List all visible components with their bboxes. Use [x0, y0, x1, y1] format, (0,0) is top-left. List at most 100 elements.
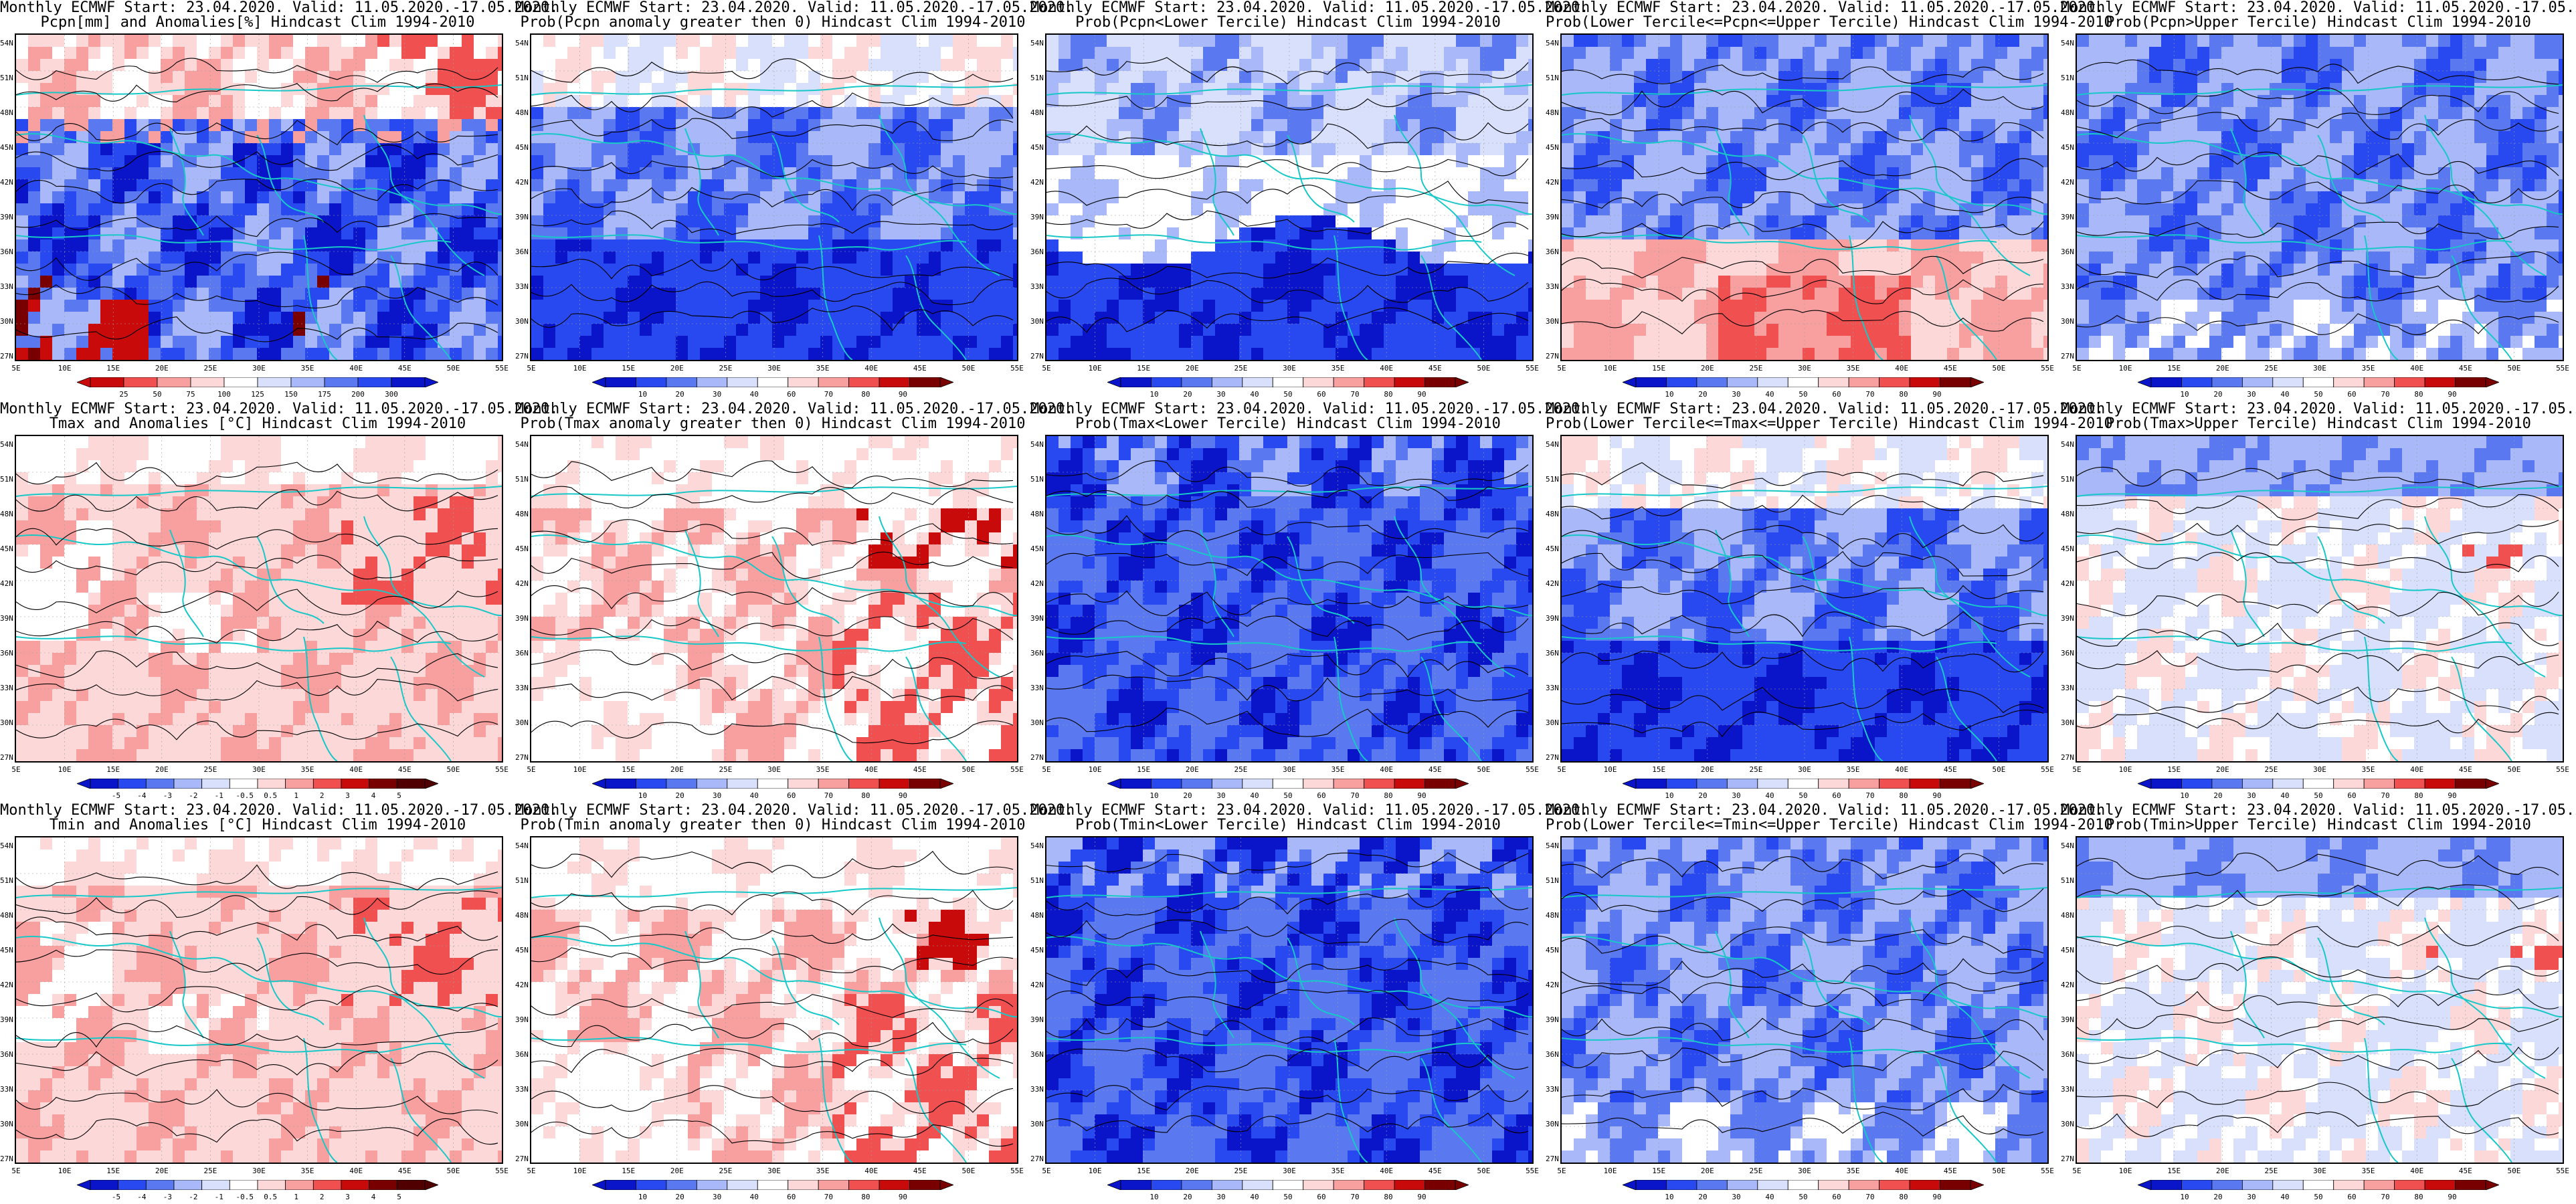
- lat-tick-label: 33N: [1030, 282, 1044, 291]
- map-field: [16, 35, 502, 360]
- lon-tick-label: 30E: [1798, 765, 1811, 774]
- colorbar-tick-label: 10: [1149, 1193, 1159, 1201]
- lon-tick-label: 30E: [1283, 765, 1296, 774]
- colorbar-tick-label: 70: [1350, 1193, 1360, 1201]
- colorbar-tick-label: 5: [397, 791, 401, 800]
- lat-tick-label: 48N: [515, 108, 529, 117]
- lat-tick-label: 39N: [515, 1015, 529, 1024]
- colorbar-tick-label: 20: [2213, 390, 2223, 399]
- lat-tick-label: 30N: [515, 317, 529, 326]
- lon-tick-label: 5E: [527, 364, 536, 373]
- panel-title-line2: Prob(Lower Tercile<=Tmin<=Upper Tercile)…: [1546, 817, 2113, 833]
- lat-tick-label: 54N: [1030, 39, 1044, 47]
- panel-title-line1: Monthly ECMWF Start: 23.04.2020. Valid: …: [1030, 0, 1589, 16]
- colorbar-tick-label: 30: [1216, 390, 1226, 399]
- lat-tick-label: 30N: [1546, 317, 1559, 326]
- lat-tick-label: 39N: [0, 614, 13, 623]
- colorbar-tick-label: 3: [345, 1193, 350, 1201]
- lon-tick-label: 20E: [155, 364, 169, 373]
- lon-tick-label: 55E: [1526, 364, 1539, 373]
- lat-tick-label: 27N: [0, 352, 13, 361]
- lat-tick-label: 27N: [515, 352, 529, 361]
- lat-tick-label: 36N: [0, 1050, 13, 1059]
- lat-tick-label: 42N: [1546, 981, 1559, 989]
- lon-tick-label: 25E: [1749, 765, 1763, 774]
- lat-tick-label: 51N: [2061, 74, 2074, 82]
- map-panel: Monthly ECMWF Start: 23.04.2020. Valid: …: [1030, 803, 1588, 1204]
- colorbar-tick-label: -0.5: [236, 791, 254, 800]
- lat-tick-label: 54N: [1546, 841, 1559, 850]
- colorbar-tick-label: 30: [1732, 1193, 1741, 1201]
- lat-tick-label: 30N: [1546, 1120, 1559, 1128]
- map-field: [531, 35, 1017, 360]
- lon-tick-label: 40E: [864, 765, 879, 774]
- lat-tick-label: 42N: [1030, 579, 1044, 588]
- lat-tick-label: 39N: [0, 1015, 13, 1024]
- panel-title-line1: Monthly ECMWF Start: 23.04.2020. Valid: …: [0, 802, 559, 819]
- colorbar: [592, 779, 953, 789]
- lon-tick-label: 15E: [1137, 1167, 1151, 1175]
- lat-tick-label: 51N: [1546, 876, 1559, 885]
- lat-tick-label: 54N: [515, 841, 529, 850]
- lat-tick-label: 27N: [0, 753, 13, 762]
- lon-tick-label: 30E: [2313, 765, 2326, 774]
- lon-tick-label: 40E: [864, 364, 879, 373]
- lon-tick-label: 20E: [1185, 765, 1199, 774]
- colorbar-tick-label: 60: [2347, 390, 2357, 399]
- colorbar-tick-label: 40: [2280, 390, 2290, 399]
- lon-tick-label: 10E: [58, 364, 72, 373]
- lon-tick-label: 25E: [719, 765, 733, 774]
- map-panel: Monthly ECMWF Start: 23.04.2020. Valid: …: [515, 803, 1073, 1204]
- colorbar-tick-label: 90: [1932, 390, 1942, 399]
- lat-tick-label: 39N: [2061, 213, 2074, 221]
- colorbar-tick-label: 30: [713, 390, 722, 399]
- lat-tick-label: 42N: [1030, 178, 1044, 187]
- lon-tick-label: 45E: [2458, 1167, 2472, 1175]
- panel-title-line1: Monthly ECMWF Start: 23.04.2020. Valid: …: [1546, 802, 2104, 819]
- colorbar-tick-label: 20: [1183, 791, 1192, 800]
- lon-tick-label: 35E: [1846, 1167, 1860, 1175]
- colorbar-tick-label: 1: [294, 1193, 298, 1201]
- lat-tick-label: 36N: [1546, 649, 1559, 658]
- lat-tick-label: 54N: [2061, 440, 2074, 449]
- panel-title-line1: Monthly ECMWF Start: 23.04.2020. Valid: …: [515, 401, 1074, 417]
- lon-tick-label: 15E: [2167, 364, 2181, 373]
- lat-tick-label: 42N: [0, 981, 13, 989]
- lon-tick-label: 50E: [1477, 1167, 1491, 1175]
- map-frame: [15, 435, 503, 763]
- colorbar-tick-label: 175: [318, 390, 331, 399]
- lat-tick-label: 54N: [1546, 39, 1559, 47]
- lon-tick-label: 15E: [106, 364, 120, 373]
- map-field: [2077, 436, 2563, 761]
- map-field: [531, 837, 1017, 1163]
- lat-tick-label: 48N: [0, 108, 13, 117]
- lat-tick-label: 45N: [1546, 946, 1559, 955]
- colorbar-tick-label: 80: [861, 1193, 870, 1201]
- colorbar-tick-label: 90: [1932, 791, 1942, 800]
- colorbar: [77, 779, 438, 789]
- lon-tick-label: 35E: [1331, 364, 1345, 373]
- lat-tick-label: 42N: [2061, 981, 2074, 989]
- lon-tick-label: 10E: [573, 364, 587, 373]
- lat-tick-label: 54N: [1030, 440, 1044, 449]
- colorbar-tick-label: 70: [2381, 390, 2390, 399]
- colorbar-tick-label: 80: [2414, 390, 2423, 399]
- colorbar-tick-label: 30: [1732, 390, 1741, 399]
- colorbar-tick-label: 300: [385, 390, 398, 399]
- colorbar-tick-label: 10: [1665, 390, 1674, 399]
- lon-tick-label: 45E: [1428, 765, 1442, 774]
- lat-tick-label: 30N: [1030, 1120, 1044, 1128]
- lat-tick-label: 30N: [2061, 317, 2074, 326]
- map-panel: Monthly ECMWF Start: 23.04.2020. Valid: …: [515, 401, 1074, 803]
- panel-title-line1: Monthly ECMWF Start: 23.04.2020. Valid: …: [0, 401, 559, 417]
- colorbar-tick-label: 75: [186, 390, 195, 399]
- panel-title-line2: Prob(Tmax anomaly greater then 0) Hindca…: [520, 415, 1026, 432]
- lat-tick-label: 39N: [515, 213, 529, 221]
- colorbar-tick-label: 20: [2213, 1193, 2223, 1201]
- lat-tick-label: 54N: [2061, 39, 2074, 47]
- lat-tick-label: 42N: [1546, 579, 1559, 588]
- map-frame: [1045, 836, 1534, 1164]
- panel-title-line2: Prob(Tmax<Lower Tercile) Hindcast Clim 1…: [1075, 415, 1501, 432]
- lon-tick-label: 5E: [2072, 364, 2082, 373]
- colorbar-tick-label: 20: [1698, 791, 1708, 800]
